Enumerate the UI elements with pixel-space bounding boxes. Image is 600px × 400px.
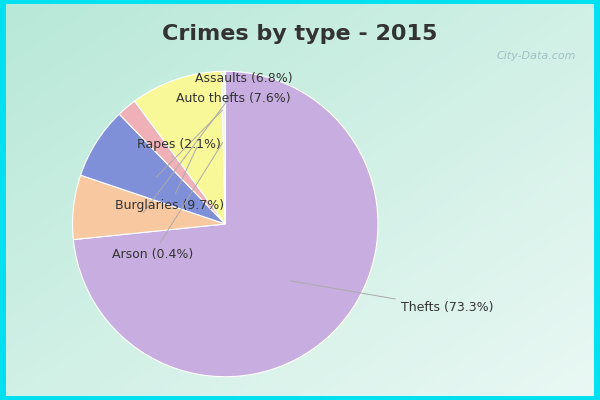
- Wedge shape: [221, 71, 225, 224]
- Wedge shape: [73, 175, 225, 240]
- Wedge shape: [73, 71, 378, 377]
- Wedge shape: [134, 71, 225, 224]
- Wedge shape: [80, 114, 225, 224]
- Text: Arson (0.4%): Arson (0.4%): [112, 142, 223, 261]
- Wedge shape: [119, 101, 225, 224]
- Text: Burglaries (9.7%): Burglaries (9.7%): [115, 147, 224, 212]
- Text: City-Data.com: City-Data.com: [497, 51, 577, 61]
- Text: Rapes (2.1%): Rapes (2.1%): [137, 138, 221, 157]
- Text: Assaults (6.8%): Assaults (6.8%): [143, 72, 292, 212]
- Text: Crimes by type - 2015: Crimes by type - 2015: [163, 24, 437, 44]
- Text: Auto thefts (7.6%): Auto thefts (7.6%): [156, 92, 291, 177]
- Text: Thefts (73.3%): Thefts (73.3%): [290, 281, 493, 314]
